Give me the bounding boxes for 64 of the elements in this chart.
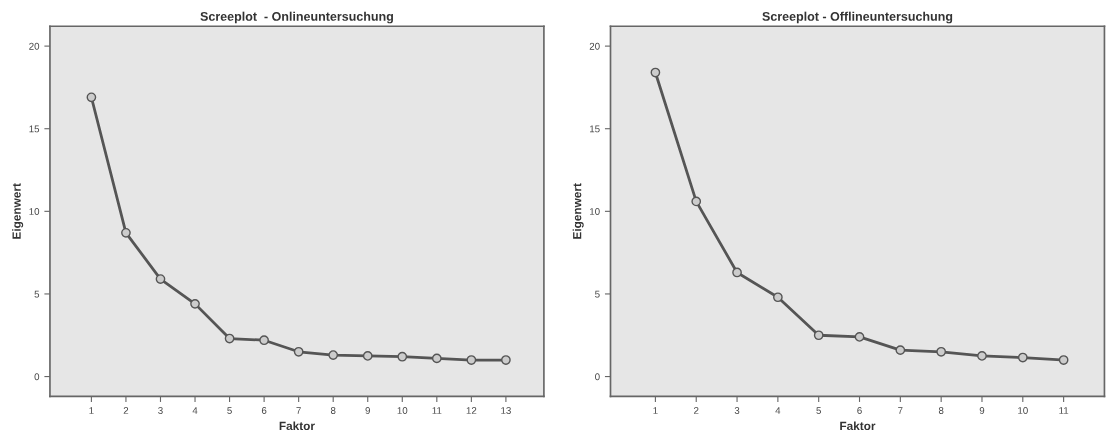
x-axis-title: Faktor xyxy=(279,421,315,431)
point xyxy=(895,345,906,355)
x-tick-label: 8 xyxy=(938,407,944,414)
y-tick-label: 15 xyxy=(29,125,40,133)
x-tick-label: 9 xyxy=(979,407,985,414)
y-tick-label: 5 xyxy=(34,290,40,298)
y-tick-label: 20 xyxy=(589,42,600,50)
point xyxy=(732,267,742,278)
y-axis-title: Eigenwert xyxy=(12,183,24,239)
y-tick-label: 20 xyxy=(29,42,40,50)
x-tick-label: 10 xyxy=(1018,407,1028,414)
x-tick-label: 10 xyxy=(397,407,408,414)
y-tick-label: 10 xyxy=(590,208,600,215)
x-tick-label: 12 xyxy=(466,407,477,414)
y-tick-label: 5 xyxy=(595,290,600,298)
chart-title: Screeplot - Offlineuntersuchung xyxy=(762,11,953,24)
x-tick-label: 11 xyxy=(432,407,442,414)
x-tick-label: 7 xyxy=(898,407,903,414)
point xyxy=(650,67,661,78)
point xyxy=(854,332,865,342)
x-tick-label: 8 xyxy=(330,407,336,414)
point xyxy=(190,299,200,309)
point xyxy=(224,333,235,344)
point xyxy=(86,92,97,103)
point xyxy=(1058,355,1069,365)
point xyxy=(773,292,783,303)
point xyxy=(362,351,373,361)
x-axis-title: Faktor xyxy=(840,421,876,431)
x-tick-label: 7 xyxy=(296,407,301,414)
point xyxy=(691,196,702,207)
x-tick-label: 6 xyxy=(857,407,862,414)
point xyxy=(121,227,131,238)
y-tick-label: 0 xyxy=(595,373,600,381)
x-tick-label: 9 xyxy=(365,407,370,414)
point xyxy=(936,346,947,357)
y-tick-label: 10 xyxy=(29,208,40,215)
point xyxy=(813,330,824,341)
x-tick-label: 4 xyxy=(192,407,198,414)
x-tick-label: 11 xyxy=(1059,407,1069,414)
point xyxy=(259,335,269,346)
x-tick-label: 6 xyxy=(261,407,267,414)
chart-title: Screeplot - Onlineuntersuchung xyxy=(200,11,393,24)
x-tick-label: 5 xyxy=(816,407,821,414)
x-tick-label: 2 xyxy=(123,407,129,414)
x-tick-label: 3 xyxy=(734,407,740,414)
point xyxy=(328,350,339,360)
point xyxy=(466,355,477,365)
x-tick-label: 2 xyxy=(694,407,699,414)
x-tick-label: 1 xyxy=(89,407,94,414)
point xyxy=(431,353,442,364)
point xyxy=(293,346,304,357)
y-tick-label: 0 xyxy=(34,373,40,381)
point xyxy=(501,355,511,365)
point xyxy=(1017,352,1028,363)
point xyxy=(977,351,987,361)
y-tick-label: 15 xyxy=(590,125,600,133)
y-axis-title: Eigenwert xyxy=(572,183,584,239)
x-tick-label: 13 xyxy=(501,407,511,414)
point xyxy=(155,274,166,284)
x-tick-label: 3 xyxy=(158,407,163,414)
point xyxy=(397,351,408,362)
x-tick-label: 5 xyxy=(227,407,232,414)
x-tick-label: 4 xyxy=(775,407,781,414)
x-tick-label: 1 xyxy=(653,407,658,414)
